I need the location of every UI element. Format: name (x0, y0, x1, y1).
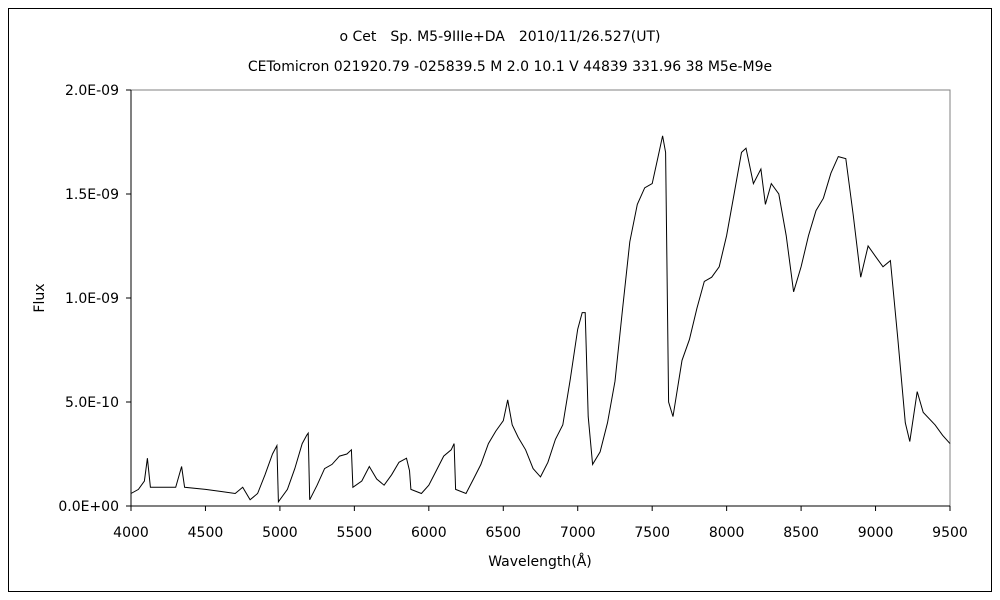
x-tick-label: 7500 (634, 525, 670, 541)
spectrum-line (130, 135, 951, 504)
x-tick-label: 5000 (262, 525, 298, 541)
x-tick-label: 4500 (188, 525, 224, 541)
x-tick-label: 6500 (485, 525, 521, 541)
chart-subtitle: CETomicron 021920.79 -025839.5 M 2.0 10.… (248, 59, 772, 75)
x-tick-label: 8500 (783, 525, 819, 541)
plot-area (130, 89, 951, 507)
y-tick-label: 1.0E-09 (65, 291, 119, 307)
x-axis-label: Wavelength(Å) (488, 553, 592, 570)
y-axis-label: Flux (32, 283, 48, 312)
x-tick-label: 7000 (560, 525, 596, 541)
y-tick-label: 5.0E-10 (65, 395, 119, 411)
x-tick-label: 4000 (113, 525, 149, 541)
x-tick-label: 5500 (337, 525, 373, 541)
chart-frame (8, 8, 992, 592)
x-tick-label: 9000 (858, 525, 894, 541)
y-tick-label: 2.0E-09 (65, 83, 119, 99)
x-tick-label: 8000 (709, 525, 745, 541)
x-tick-label: 6000 (411, 525, 447, 541)
y-tick-label: 0.0E+00 (58, 499, 119, 515)
chart-title: ο Cet Sp. M5-9IIIe+DA 2010/11/26.527(UT) (340, 29, 661, 45)
x-tick-label: 9500 (932, 525, 968, 541)
y-tick-label: 1.5E-09 (65, 187, 119, 203)
